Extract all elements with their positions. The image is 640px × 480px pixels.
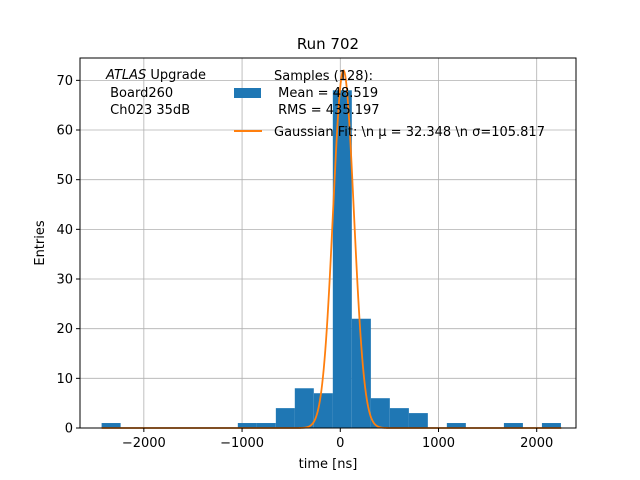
histogram-bars — [101, 90, 561, 429]
y-tick-label: 60 — [56, 124, 73, 139]
histogram-bar — [503, 423, 523, 428]
annotation-line-2: Board260 — [106, 86, 173, 101]
y-tick-label: 0 — [65, 422, 73, 437]
y-tick-label: 50 — [56, 173, 73, 188]
histogram-bar — [313, 393, 333, 428]
histogram-bar — [351, 318, 371, 428]
plot-frame — [79, 57, 577, 429]
histogram-bar — [389, 408, 409, 428]
x-tick-label: 2000 — [520, 436, 553, 451]
histogram-bar — [332, 90, 352, 429]
y-tick-label: 30 — [56, 273, 73, 288]
y-axis-label: Entries — [33, 220, 48, 266]
legend: Samples (128): Mean = 48.519 RMS = 435.1… — [234, 69, 545, 140]
legend-histogram-line-2: Mean = 48.519 — [274, 86, 378, 101]
legend-histogram-line-3: RMS = 435.197 — [274, 103, 380, 118]
y-tick-label: 10 — [56, 372, 73, 387]
annotation-atlas-italic: ATLAS — [105, 68, 146, 83]
chart-title: Run 702 — [297, 35, 359, 53]
x-tick-label: −2000 — [122, 436, 166, 451]
y-tick-label: 40 — [56, 223, 73, 238]
histogram-bar — [275, 408, 295, 428]
legend-histogram-line-1: Samples (128): — [274, 69, 373, 84]
x-tick-label: −1000 — [220, 436, 264, 451]
histogram-bar — [101, 423, 121, 428]
legend-histogram-swatch — [234, 88, 261, 98]
annotation-line-1: ATLAS Upgrade — [105, 68, 206, 83]
y-axis-ticks: 0 10 20 30 40 50 60 70 — [56, 74, 80, 437]
histogram-bar — [370, 398, 390, 428]
histogram-bar — [408, 413, 428, 428]
x-tick-label: 1000 — [422, 436, 455, 451]
x-axis-ticks: −2000 −1000 0 1000 2000 — [122, 428, 553, 451]
annotation-line-3: Ch023 35dB — [106, 103, 190, 118]
legend-fit-label: Gaussian Fit: \n μ = 32.348 \n σ=105.817 — [274, 125, 545, 140]
annotation-upgrade: Upgrade — [146, 68, 206, 83]
y-tick-label: 20 — [56, 322, 73, 337]
histogram-bar — [541, 423, 561, 428]
x-axis-label: time [ns] — [299, 457, 358, 472]
histogram-bar — [294, 388, 314, 428]
histogram-bar — [256, 423, 276, 428]
histogram-bar — [237, 423, 257, 428]
x-tick-label: 0 — [336, 436, 344, 451]
atlas-annotation: ATLAS Upgrade Board260 Ch023 35dB — [105, 68, 206, 118]
histogram-bar — [446, 423, 466, 428]
y-tick-label: 70 — [56, 74, 73, 89]
